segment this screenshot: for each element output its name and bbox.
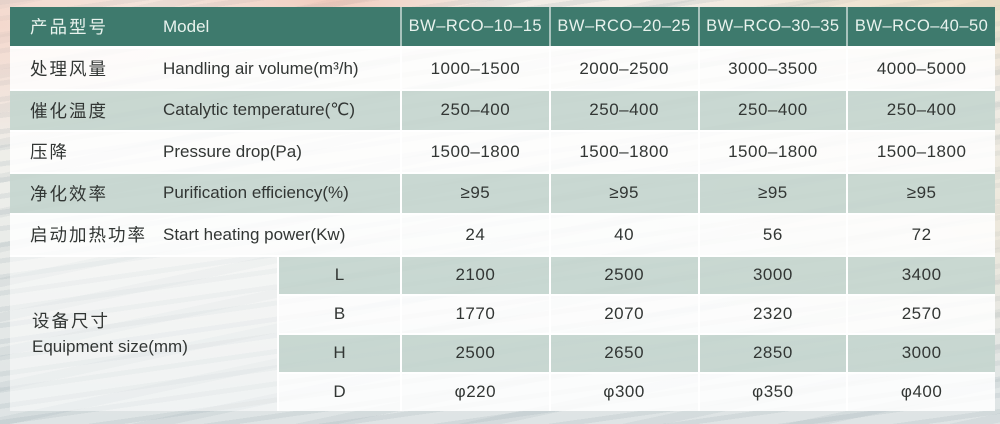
value-cell: 3000–3500	[697, 49, 847, 89]
row-label-zh: 处理风量	[30, 59, 108, 80]
value-cell: 250–400	[548, 90, 698, 130]
model-header-cell: BW–RCO–30–35	[697, 7, 847, 46]
row-label-en: Handling air volume(m³/h)	[163, 58, 359, 78]
value-cell: 1770	[400, 295, 549, 333]
dimension-label: H	[277, 334, 400, 372]
value-cell: 2650	[548, 334, 698, 372]
value-cell: 24	[400, 215, 549, 255]
dimension-label: B	[277, 295, 400, 333]
value-cell: 2500	[548, 256, 698, 294]
row-label-cell: 催化温度 Catalytic temperature(℃)	[10, 91, 400, 131]
value-cell: 3000	[846, 334, 995, 372]
row-label-en: Catalytic temperature(℃)	[163, 100, 355, 120]
value-cell: 56	[697, 215, 847, 255]
value-cell: φ350	[697, 373, 847, 411]
value-cell: 2850	[697, 334, 847, 372]
row-label-zh: 净化效率	[30, 183, 108, 204]
table-row-dimension-L: L 2100 2500 3000 3400	[277, 256, 995, 296]
equipment-size-label-en: Equipment size(mm)	[32, 336, 188, 356]
header-label-zh: 产品型号	[30, 17, 108, 37]
equipment-size-subrows: L 2100 2500 3000 3400 B 1770 2070 2320 2…	[277, 256, 995, 411]
row-label-cell: 处理风量 Handling air volume(m³/h)	[10, 49, 400, 89]
value-cell: 1500–1800	[846, 132, 995, 172]
value-cell: φ400	[846, 373, 995, 411]
equipment-size-section: 设备尺寸 Equipment size(mm) L 2100 2500 3000…	[10, 256, 995, 411]
header-label-en: Model	[163, 16, 210, 36]
value-cell: 250–400	[697, 90, 847, 130]
model-header-cell: BW–RCO–10–15	[400, 7, 549, 46]
value-cell: φ220	[400, 373, 549, 411]
value-cell: 72	[846, 215, 995, 255]
table-row-dimension-B: B 1770 2070 2320 2570	[277, 295, 995, 335]
value-cell: ≥95	[846, 173, 995, 213]
value-cell: φ300	[548, 373, 698, 411]
value-cell: 4000–5000	[846, 49, 995, 89]
header-label-cell: 产品型号 Model	[10, 7, 400, 46]
table-header-row: 产品型号 Model BW–RCO–10–15 BW–RCO–20–25 BW–…	[10, 7, 995, 49]
model-header-cell: BW–RCO–40–50	[846, 7, 995, 46]
value-cell: 3400	[846, 256, 995, 294]
value-cell: 1000–1500	[400, 49, 549, 89]
equipment-size-label-cell: 设备尺寸 Equipment size(mm)	[10, 256, 277, 411]
value-cell: ≥95	[548, 173, 698, 213]
row-label-en: Purification efficiency(%)	[163, 183, 349, 203]
row-label-en: Start heating power(Kw)	[163, 224, 346, 244]
row-label-cell: 启动加热功率 Start heating power(Kw)	[10, 215, 400, 255]
dimension-label: L	[277, 256, 400, 294]
table-row-pressure-drop: 压降 Pressure drop(Pa) 1500–1800 1500–1800…	[10, 132, 995, 174]
value-cell: 2500	[400, 334, 549, 372]
equipment-size-label-zh: 设备尺寸	[32, 310, 110, 331]
table-row-air-volume: 处理风量 Handling air volume(m³/h) 1000–1500…	[10, 49, 995, 91]
value-cell: 3000	[697, 256, 847, 294]
value-cell: 2070	[548, 295, 698, 333]
table-row-start-heating-power: 启动加热功率 Start heating power(Kw) 24 40 56 …	[10, 215, 995, 257]
value-cell: 250–400	[400, 90, 549, 130]
table-row-dimension-H: H 2500 2650 2850 3000	[277, 334, 995, 374]
value-cell: 2100	[400, 256, 549, 294]
value-cell: 250–400	[846, 90, 995, 130]
value-cell: 2320	[697, 295, 847, 333]
value-cell: 1500–1800	[548, 132, 698, 172]
value-cell: 1500–1800	[400, 132, 549, 172]
dimension-label: D	[277, 373, 400, 411]
value-cell: ≥95	[400, 173, 549, 213]
table-row-purification-efficiency: 净化效率 Purification efficiency(%) ≥95 ≥95 …	[10, 173, 995, 215]
value-cell: 2000–2500	[548, 49, 698, 89]
table-row-dimension-D: D φ220 φ300 φ350 φ400	[277, 373, 995, 411]
row-label-zh: 压降	[30, 142, 69, 163]
value-cell: 2570	[846, 295, 995, 333]
row-label-cell: 压降 Pressure drop(Pa)	[10, 132, 400, 172]
row-label-en: Pressure drop(Pa)	[163, 141, 302, 161]
row-label-zh: 启动加热功率	[30, 225, 147, 246]
value-cell: 40	[548, 215, 698, 255]
row-label-cell: 净化效率 Purification efficiency(%)	[10, 174, 400, 214]
value-cell: 1500–1800	[697, 132, 847, 172]
table-row-catalytic-temperature: 催化温度 Catalytic temperature(℃) 250–400 25…	[10, 90, 995, 132]
row-label-zh: 催化温度	[30, 100, 108, 121]
model-header-cell: BW–RCO–20–25	[548, 7, 698, 46]
value-cell: ≥95	[697, 173, 847, 213]
product-spec-table: 产品型号 Model BW–RCO–10–15 BW–RCO–20–25 BW–…	[10, 7, 995, 411]
